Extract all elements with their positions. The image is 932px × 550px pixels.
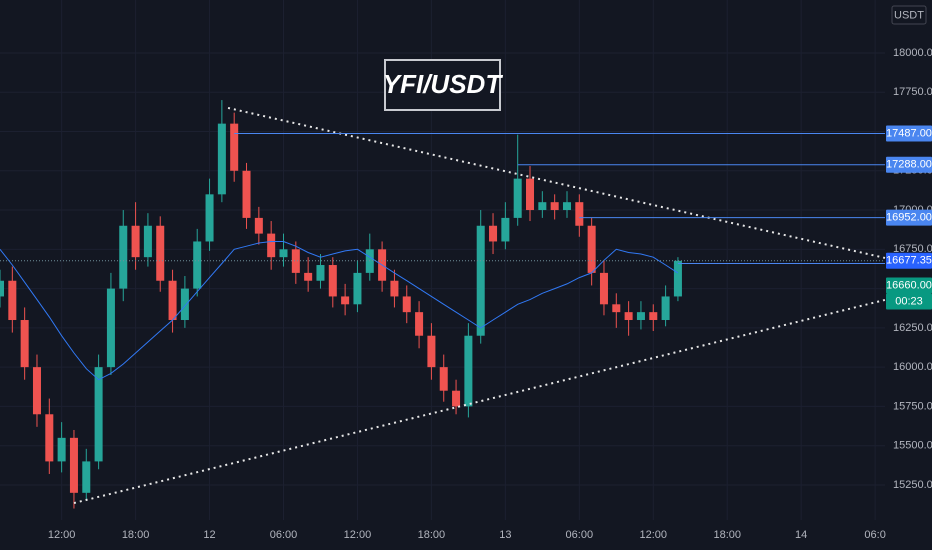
chart-title: YFI/USDT — [383, 69, 504, 99]
candle-body — [513, 178, 522, 218]
x-tick-label: 12:00 — [344, 529, 372, 541]
level-label-box — [886, 125, 932, 142]
candle-body — [476, 225, 485, 336]
candle-body — [279, 249, 288, 258]
candle-body — [415, 312, 424, 336]
y-tick-label: 17750.00 — [893, 86, 932, 98]
y-tick-label: 18000.00 — [893, 47, 932, 59]
level-label: 16660.00 — [886, 279, 932, 291]
x-tick-label: 12 — [203, 529, 215, 541]
candle-body — [673, 260, 682, 297]
x-tick-label: 06:0 — [864, 529, 885, 541]
candle-body — [57, 437, 66, 462]
candle-body — [649, 312, 658, 321]
candle-body — [94, 367, 103, 462]
candle-body — [316, 265, 325, 281]
x-tick-label: 13 — [499, 529, 511, 541]
candle-body — [636, 312, 645, 321]
trendline — [227, 106, 886, 259]
y-tick-label: 15500.00 — [893, 440, 932, 452]
y-tick-label: 16250.00 — [893, 322, 932, 334]
currency: USDT — [894, 9, 924, 21]
candle-body — [624, 312, 633, 321]
title-box — [384, 59, 501, 111]
level-label-box — [886, 277, 932, 294]
candle-body — [32, 367, 41, 415]
candle-body — [402, 296, 411, 313]
candle-body — [205, 194, 214, 242]
candle-body — [45, 414, 54, 462]
candle-body — [291, 249, 300, 273]
x-tick-label: 14 — [795, 529, 807, 541]
candle-body — [661, 296, 670, 321]
candle-body — [427, 335, 436, 368]
candle-body — [526, 178, 535, 211]
candle-body — [131, 225, 140, 258]
x-tick-label: 18:00 — [122, 529, 150, 541]
candle-body — [143, 225, 152, 258]
candle-body — [599, 272, 608, 305]
candle-body — [489, 225, 498, 242]
currency-box[interactable] — [891, 5, 927, 25]
candle-body — [328, 265, 337, 297]
trendline — [73, 298, 886, 505]
candle-body — [217, 123, 226, 195]
candle-body — [193, 241, 202, 289]
candle-body — [464, 335, 473, 407]
level-label-box — [886, 209, 932, 226]
x-tick-label: 18:00 — [713, 529, 741, 541]
candle-body — [156, 225, 165, 281]
candle-body — [242, 170, 251, 218]
x-tick-label: 06:00 — [566, 529, 594, 541]
candle-body — [550, 202, 559, 211]
x-tick-label: 06:00 — [270, 529, 298, 541]
y-tick-label: 15750.00 — [893, 400, 932, 412]
candle-body — [0, 280, 5, 297]
candle-body — [230, 123, 239, 171]
last-price-box — [886, 252, 932, 269]
candle-body — [20, 320, 29, 368]
candle-body — [341, 296, 350, 305]
candle-body — [501, 217, 510, 242]
y-tick-label: 15250.00 — [893, 479, 932, 491]
candle-body — [562, 202, 571, 211]
marks — [0, 100, 886, 509]
candle-body — [106, 288, 115, 368]
last-price-label: 16677.35 — [886, 255, 932, 267]
candle-body — [267, 233, 276, 258]
candle-body — [612, 304, 621, 313]
level-label: 17487.00 — [886, 127, 932, 139]
candle-body — [168, 280, 177, 321]
level-label: 16952.00 — [886, 211, 932, 223]
level-label-box — [886, 156, 932, 173]
level-label: 17288.00 — [886, 159, 932, 171]
candle-body — [69, 437, 78, 493]
y-tick-label: 16000.00 — [893, 361, 932, 373]
candle-body — [575, 202, 584, 226]
x-tick-label: 18:00 — [418, 529, 446, 541]
candle-body — [587, 225, 596, 273]
candle-body — [254, 217, 263, 234]
candle-body — [304, 272, 313, 281]
candle-body — [353, 272, 362, 305]
moving-average — [0, 241, 679, 381]
axis: 15250.00 15500.00 15750.00 16000.00 16250.00… — [48, 47, 932, 541]
countdown-box — [886, 293, 932, 310]
candle-body — [82, 461, 91, 493]
candle-body — [390, 280, 399, 297]
countdown: 00:23 — [895, 295, 923, 307]
candle-body — [538, 202, 547, 211]
candle-body — [452, 390, 461, 407]
candle-body — [8, 280, 17, 321]
candle-body — [180, 288, 189, 321]
x-tick-label: 12:00 — [640, 529, 668, 541]
y-tick-label: 16750.00 — [893, 243, 932, 255]
x-tick-label: 12:00 — [48, 529, 76, 541]
candle-body — [119, 225, 128, 289]
candle-body — [439, 367, 448, 391]
